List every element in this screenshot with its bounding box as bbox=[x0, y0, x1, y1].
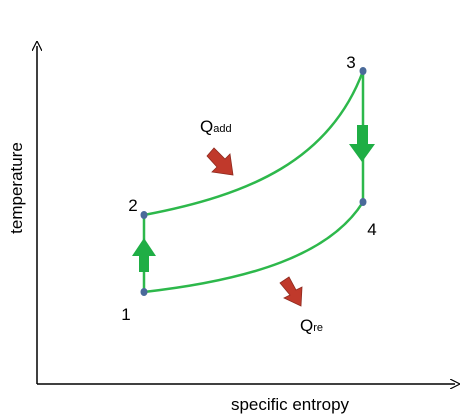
point-label: 1 bbox=[121, 305, 130, 324]
point-label: 3 bbox=[346, 53, 355, 72]
x-axis-label: specific entropy bbox=[231, 395, 350, 414]
arrow-up bbox=[132, 238, 156, 272]
state-points bbox=[140, 67, 367, 296]
point-label: 4 bbox=[367, 220, 376, 239]
point bbox=[359, 198, 367, 206]
subscript: re bbox=[313, 322, 323, 334]
point bbox=[359, 67, 367, 75]
cycle bbox=[142, 70, 365, 294]
point bbox=[140, 211, 148, 219]
process-2-3 bbox=[143, 70, 365, 217]
heat-out-arrow bbox=[279, 276, 303, 307]
process-4-1 bbox=[143, 201, 365, 294]
subscript: add bbox=[213, 123, 231, 135]
symbol: Q bbox=[200, 117, 213, 136]
heat-rejected-label: Qre bbox=[300, 316, 323, 335]
arrow-down bbox=[349, 125, 375, 162]
heat-added-label: Qadd bbox=[200, 117, 232, 136]
point-label: 2 bbox=[128, 196, 137, 215]
heat-in-arrow bbox=[206, 147, 234, 176]
point bbox=[140, 288, 148, 296]
symbol: Q bbox=[300, 316, 313, 335]
y-axis-label: temperature bbox=[7, 142, 26, 234]
